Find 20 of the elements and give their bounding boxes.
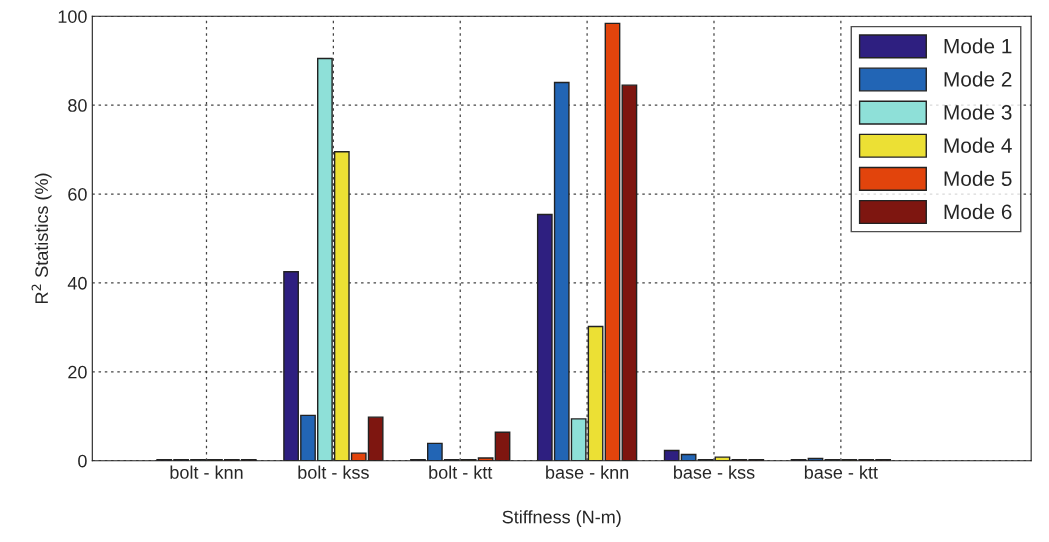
legend-label: Mode 1 [944,38,1012,54]
x-tick-label: base - ktt [804,465,878,479]
y-tick-label: 80 [68,99,87,112]
y-tick-label: 60 [68,187,87,201]
y-axis-title: R$^{2}$ Statistics (%) [31,173,52,304]
x-tick-label: base - knn [546,465,629,479]
legend-label: Mode 5 [944,170,1012,187]
y-tick-label: 40 [67,276,87,290]
y-tick-label: 0 [78,454,87,468]
x-tick-label: bolt - ktt [429,465,493,479]
legend-label: Mode 4 [944,137,1012,153]
x-tick-label: bolt - kss [298,465,369,479]
y-tick-label: 100 [58,10,87,23]
x-axis-title: Stiffness (N-m) [502,510,621,527]
legend-label: Mode 6 [944,203,1012,220]
legend-label: Mode 2 [944,71,1012,87]
x-tick-label: bolt - knn [170,465,243,479]
y-tick-label: 20 [68,365,87,379]
x-tick-label: base - kss [674,465,755,479]
legend-label: Mode 3 [944,104,1012,120]
